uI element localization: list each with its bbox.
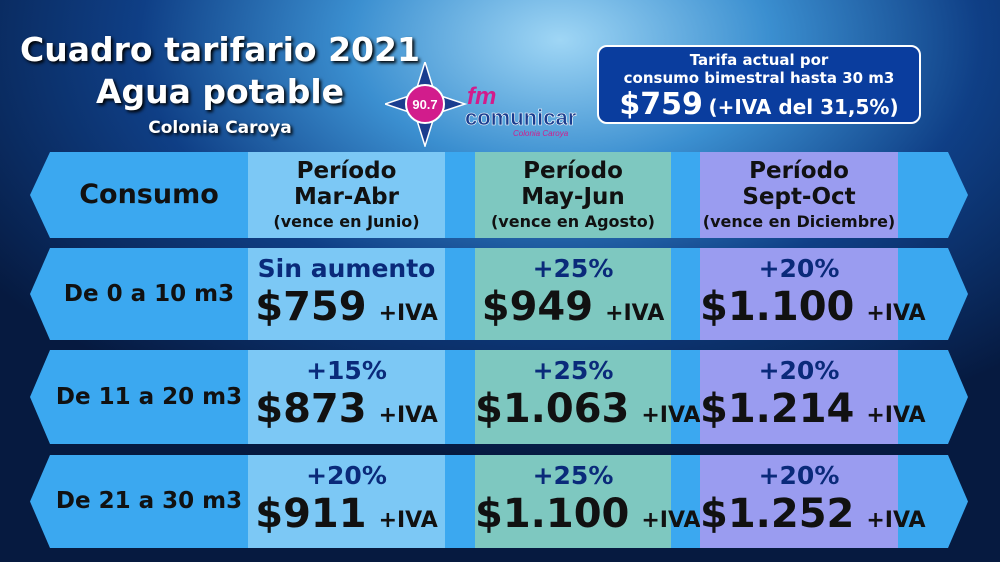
price-line: $1.100 +IVA bbox=[700, 284, 898, 330]
tax: +IVA bbox=[378, 301, 438, 326]
price: $911 bbox=[255, 491, 367, 537]
consumo-label: De 0 a 10 m3 bbox=[63, 281, 235, 307]
logo-frequency: 90.7 bbox=[412, 97, 437, 112]
tax: +IVA bbox=[378, 508, 438, 533]
consumo-label: De 21 a 30 m3 bbox=[55, 488, 243, 514]
period-header: Período May-Jun (vence en Agosto) bbox=[475, 152, 671, 238]
change: +15% bbox=[306, 356, 387, 385]
tariff-cell: +25% $949 +IVA bbox=[475, 248, 671, 340]
period-label: Período bbox=[523, 158, 623, 184]
logo-place: Colonia Caroya bbox=[513, 129, 569, 138]
price-line: $949 +IVA bbox=[475, 284, 671, 330]
price: $1.252 bbox=[700, 491, 855, 537]
table-row: De 21 a 30 m3 +20% $911 +IVA +25% $1.100 +IVA +… bbox=[30, 455, 968, 548]
tariff-cell: +25% $1.100 +IVA bbox=[475, 455, 671, 548]
logo: 90.7 fm comunicar Colonia Caroya bbox=[385, 62, 577, 147]
tax: +IVA bbox=[605, 301, 665, 326]
price-line: $873 +IVA bbox=[248, 386, 445, 432]
price: $949 bbox=[481, 284, 594, 330]
period-header: Período Mar-Abr (vence en Junio) bbox=[248, 152, 445, 238]
tax: +IVA bbox=[866, 508, 926, 533]
tariff-cell: +20% $1.100 +IVA bbox=[700, 248, 898, 340]
period-due: (vence en Agosto) bbox=[490, 212, 655, 231]
change: +20% bbox=[306, 461, 387, 490]
rate-line: Tarifa actual por bbox=[689, 51, 829, 69]
logo-prefix: fm bbox=[467, 83, 496, 110]
tax: +IVA bbox=[378, 403, 438, 428]
tariff-cell: +20% $1.214 +IVA bbox=[700, 350, 898, 444]
price: $1.100 bbox=[475, 491, 630, 537]
subtitle: Colonia Caroya bbox=[148, 118, 292, 138]
price-line: $1.100 +IVA bbox=[475, 491, 671, 537]
price-line: $1.252 +IVA bbox=[700, 491, 898, 537]
tax: +IVA bbox=[641, 403, 701, 428]
table-row: De 0 a 10 m3 Sin aumento $759 +IVA +25% $949 +… bbox=[30, 248, 968, 340]
change: +20% bbox=[758, 254, 840, 283]
logo-circle bbox=[405, 84, 445, 124]
change: +25% bbox=[532, 461, 614, 490]
change: +25% bbox=[532, 356, 614, 385]
current-rate-box: Tarifa actual por consumo bimestral hast… bbox=[597, 45, 921, 124]
period-due: (vence en Junio) bbox=[273, 212, 420, 231]
rate-line: consumo bimestral hasta 30 m3 bbox=[623, 69, 895, 87]
tariff-cell: +15% $873 +IVA bbox=[248, 350, 445, 444]
rate-note: (+IVA del 31,5%) bbox=[708, 95, 899, 119]
rate-price: $759 bbox=[619, 87, 703, 122]
price: $1.063 bbox=[475, 386, 630, 432]
change: Sin aumento bbox=[257, 254, 436, 283]
price: $873 bbox=[255, 386, 367, 432]
period-label: Período bbox=[749, 158, 849, 184]
change: +20% bbox=[758, 356, 840, 385]
price-line: $1.063 +IVA bbox=[475, 386, 671, 432]
change: +25% bbox=[532, 254, 614, 283]
period-due: (vence en Diciembre) bbox=[702, 212, 896, 231]
title: Agua potable bbox=[95, 72, 345, 111]
logo-brand: comunicar bbox=[465, 105, 577, 130]
period-name: Mar-Abr bbox=[294, 184, 399, 210]
tariff-cell: +25% $1.063 +IVA bbox=[475, 350, 671, 444]
consumo-label: De 11 a 20 m3 bbox=[55, 384, 243, 410]
header-row: Consumo Período Mar-Abr (vence en Junio) Per… bbox=[30, 152, 968, 238]
tax: +IVA bbox=[866, 403, 926, 428]
title: Cuadro tarifario 2021 bbox=[20, 30, 420, 69]
price-line: $911 +IVA bbox=[248, 491, 445, 537]
period-label: Período bbox=[296, 158, 397, 184]
corner-label: Consumo bbox=[79, 179, 219, 210]
period-header: Período Sept-Oct (vence en Diciembre) bbox=[700, 152, 898, 238]
tax: +IVA bbox=[866, 301, 926, 326]
tariff-cell: Sin aumento $759 +IVA bbox=[248, 248, 445, 340]
tariff-cell: +20% $911 +IVA bbox=[248, 455, 445, 548]
table-row: De 11 a 20 m3 +15% $873 +IVA +25% $1.063 +IVA +… bbox=[30, 350, 968, 444]
price: $1.100 bbox=[700, 284, 855, 330]
tariff-cell: +20% $1.252 +IVA bbox=[700, 455, 898, 548]
period-name: Sept-Oct bbox=[742, 184, 856, 210]
change: +20% bbox=[758, 461, 840, 490]
tax: +IVA bbox=[641, 508, 701, 533]
price: $1.214 bbox=[700, 386, 855, 432]
price: $759 bbox=[255, 284, 367, 330]
price-line: $1.214 +IVA bbox=[700, 386, 898, 432]
price-line: $759 +IVA bbox=[248, 284, 445, 330]
period-name: May-Jun bbox=[521, 184, 625, 210]
